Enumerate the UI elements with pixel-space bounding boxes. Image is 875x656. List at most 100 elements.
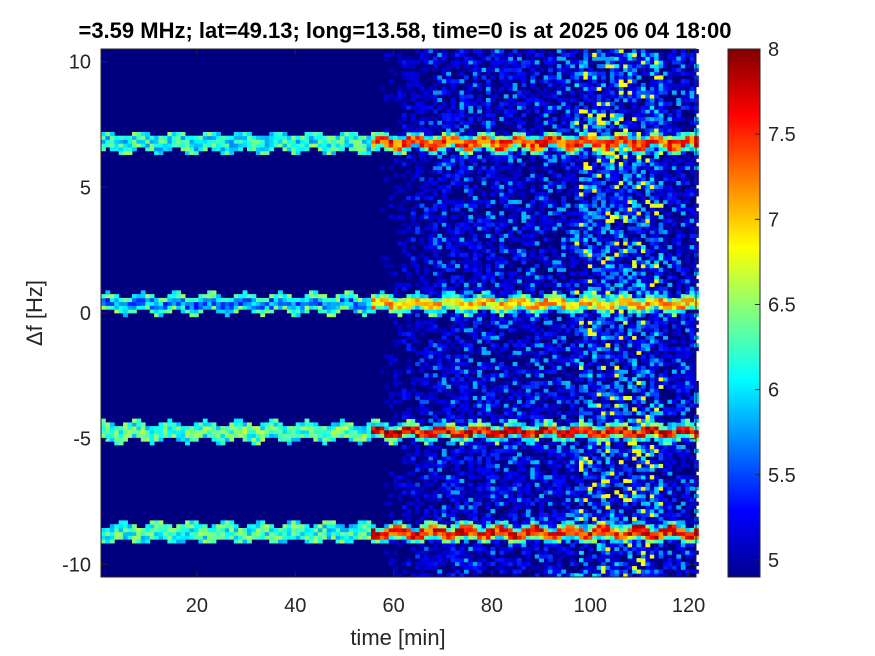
- heatmap-cell: [477, 528, 483, 533]
- heatmap-cell: [362, 429, 367, 435]
- heatmap-cell: [224, 150, 230, 155]
- heatmap-cell: [202, 294, 208, 299]
- heatmap-cell: [459, 486, 465, 491]
- heatmap-cell: [441, 520, 447, 525]
- heatmap-cell: [481, 294, 487, 299]
- heatmap-cell: [406, 56, 412, 61]
- heatmap-cell: [304, 305, 310, 310]
- heatmap-cell: [450, 429, 456, 435]
- heatmap-cell: [437, 346, 443, 352]
- heatmap-cell: [468, 350, 474, 355]
- heatmap-cell: [123, 433, 128, 438]
- heatmap-cell: [579, 362, 584, 367]
- heatmap-cell: [508, 365, 514, 370]
- heatmap-cell: [463, 290, 469, 295]
- heatmap-cell: [424, 267, 429, 272]
- heatmap-cell: [291, 150, 297, 155]
- heatmap-cell: [180, 426, 186, 431]
- heatmap-cell: [503, 365, 509, 370]
- heatmap-cell: [410, 177, 416, 182]
- heatmap-cell: [556, 535, 562, 540]
- heatmap-cell: [441, 237, 447, 242]
- heatmap-cell: [247, 535, 252, 540]
- heatmap-cell: [123, 429, 128, 435]
- heatmap-cell: [503, 135, 509, 140]
- heatmap-cell: [273, 433, 279, 438]
- heatmap-cell: [410, 456, 416, 461]
- heatmap-cell: [437, 162, 443, 167]
- heatmap-cell: [450, 554, 456, 559]
- heatmap-cell: [424, 512, 429, 518]
- heatmap-cell: [229, 520, 235, 525]
- heatmap-cell: [503, 346, 509, 352]
- heatmap-cell: [415, 71, 421, 76]
- heatmap-cell: [432, 98, 438, 103]
- heatmap-cell: [260, 426, 266, 431]
- heatmap-cell: [224, 313, 230, 318]
- heatmap-cell: [428, 558, 434, 563]
- heatmap-cell: [450, 124, 456, 129]
- heatmap-cell: [437, 475, 443, 480]
- heatmap-cell: [543, 528, 549, 533]
- heatmap-cell: [326, 437, 332, 442]
- heatmap-cell: [494, 429, 500, 435]
- heatmap-cell: [481, 422, 487, 427]
- heatmap-cell: [503, 418, 509, 423]
- heatmap-cell: [477, 531, 483, 536]
- heatmap-cell: [530, 267, 536, 272]
- heatmap-cell: [132, 294, 137, 299]
- heatmap-cell: [552, 132, 558, 137]
- heatmap-cell: [459, 147, 465, 152]
- heatmap-cell: [109, 305, 115, 310]
- heatmap-cell: [494, 426, 500, 431]
- heatmap-cell: [574, 505, 580, 510]
- heatmap-cell: [242, 297, 248, 303]
- heatmap-cell: [419, 320, 425, 325]
- heatmap-cell: [176, 294, 182, 299]
- heatmap-cell: [163, 426, 168, 431]
- heatmap-cell: [384, 52, 390, 57]
- heatmap-cell: [415, 531, 421, 536]
- heatmap-cell: [189, 301, 195, 306]
- heatmap-cell: [525, 346, 531, 352]
- heatmap-cell: [512, 460, 518, 465]
- heatmap-cell: [441, 267, 447, 272]
- heatmap-cell: [109, 535, 115, 540]
- heatmap-cell: [441, 422, 447, 427]
- heatmap-cell: [441, 490, 447, 495]
- heatmap-cell: [486, 433, 491, 438]
- heatmap-cell: [428, 60, 434, 65]
- heatmap-cell: [406, 181, 412, 186]
- heatmap-cell: [432, 512, 438, 518]
- heatmap-cell: [238, 297, 244, 303]
- heatmap-cell: [486, 463, 491, 469]
- heatmap-cell: [477, 558, 483, 563]
- heatmap-cell: [472, 561, 478, 567]
- heatmap-cell: [556, 384, 562, 389]
- heatmap-cell: [543, 433, 549, 438]
- heatmap-cell: [490, 373, 496, 378]
- heatmap-cell: [459, 154, 465, 159]
- heatmap-cell: [437, 429, 443, 435]
- heatmap-cell: [477, 52, 483, 57]
- heatmap-cell: [570, 237, 575, 242]
- heatmap-cell: [428, 286, 434, 291]
- heatmap-cell: [424, 546, 429, 551]
- heatmap-cell: [450, 264, 456, 269]
- heatmap-cell: [579, 501, 584, 506]
- heatmap-cell: [415, 467, 421, 472]
- heatmap-cell: [517, 467, 522, 472]
- heatmap-cell: [525, 546, 531, 551]
- heatmap-cell: [574, 433, 580, 438]
- heatmap-cell: [490, 301, 496, 306]
- heatmap-cell: [570, 49, 575, 54]
- heatmap-cell: [393, 384, 398, 389]
- heatmap-cell: [335, 429, 341, 435]
- heatmap-cell: [450, 482, 456, 487]
- heatmap-cell: [344, 294, 350, 299]
- heatmap-cell: [517, 524, 522, 529]
- heatmap-cell: [459, 203, 465, 208]
- heatmap-cell: [534, 463, 540, 469]
- heatmap-cell: [521, 561, 527, 567]
- heatmap-cell: [136, 535, 142, 540]
